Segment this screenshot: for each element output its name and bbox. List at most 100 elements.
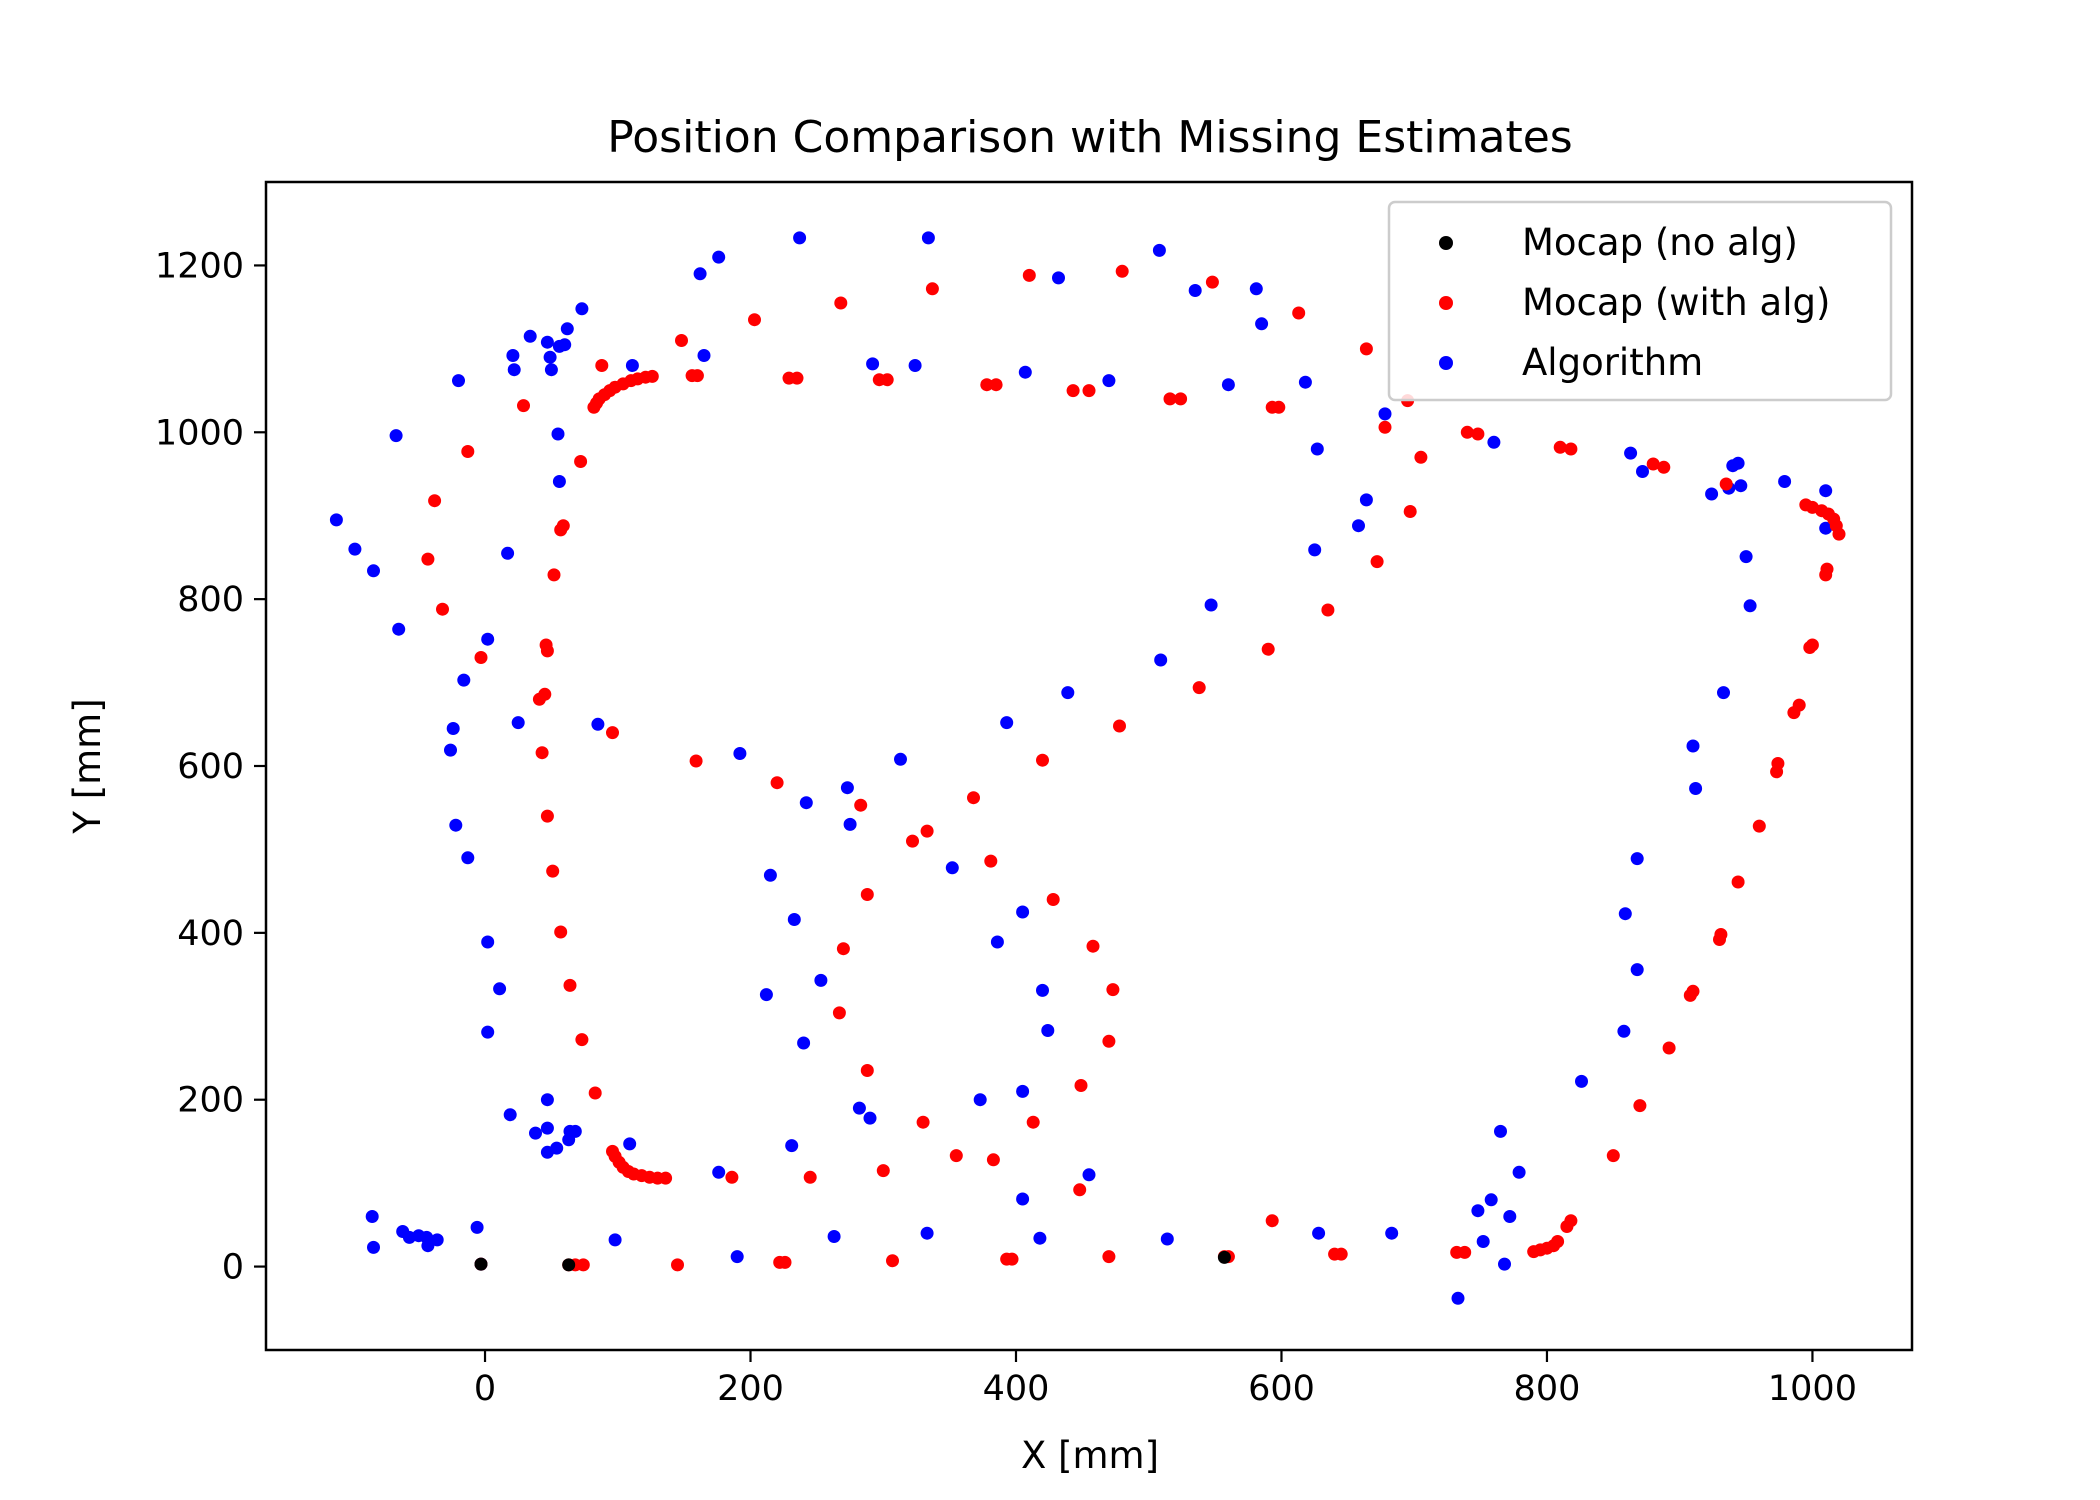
- data-point: [457, 673, 471, 687]
- y-tick-label: 600: [177, 747, 244, 787]
- data-point: [1154, 653, 1168, 667]
- data-point: [587, 400, 601, 414]
- data-point: [1617, 1024, 1631, 1038]
- data-point: [886, 1254, 899, 1268]
- data-point: [461, 445, 475, 458]
- data-point: [1074, 1079, 1088, 1092]
- data-point: [1052, 271, 1065, 285]
- data-point: [799, 796, 813, 810]
- data-point: [989, 378, 1003, 392]
- data-point: [1476, 1235, 1490, 1248]
- data-point: [854, 798, 868, 812]
- data-point: [562, 1258, 576, 1272]
- data-point: [671, 1258, 684, 1272]
- data-point: [1771, 757, 1785, 770]
- data-point: [1819, 484, 1833, 498]
- data-point: [1633, 1099, 1647, 1113]
- data-point: [1033, 1231, 1047, 1245]
- data-point: [540, 644, 554, 658]
- y-axis-label: Y [mm]: [66, 698, 109, 834]
- data-point: [540, 335, 554, 349]
- data-point: [540, 809, 554, 823]
- data-point: [367, 564, 380, 578]
- data-point: [1778, 475, 1792, 488]
- data-point: [1717, 686, 1730, 700]
- data-point: [1743, 599, 1757, 613]
- data-point: [474, 651, 488, 664]
- data-point: [1221, 378, 1235, 392]
- data-point: [1261, 642, 1275, 656]
- x-tick-label: 0: [474, 1369, 496, 1409]
- data-point: [1471, 427, 1485, 441]
- data-point: [1705, 487, 1719, 501]
- data-point: [1498, 1257, 1511, 1271]
- plot-frame: [264, 180, 1914, 1352]
- data-point: [517, 399, 530, 413]
- data-point: [894, 752, 907, 766]
- data-point: [949, 1149, 963, 1163]
- data-point: [547, 568, 561, 582]
- data-point: [481, 632, 495, 646]
- series-1-points: [421, 264, 1846, 1272]
- data-point: [1016, 1192, 1030, 1206]
- data-point: [1686, 984, 1700, 998]
- data-point: [725, 1170, 739, 1184]
- data-point: [770, 776, 784, 790]
- legend-box: [1387, 200, 1893, 402]
- data-point: [543, 350, 557, 364]
- data-point: [860, 888, 874, 901]
- data-point: [625, 359, 639, 372]
- data-point: [986, 1153, 1000, 1167]
- axis-ticks: 0 200 400 600 800 1000 0 200 400 600 800 1000 1200: [155, 246, 1857, 1409]
- data-point: [1451, 1291, 1465, 1305]
- data-point: [685, 369, 699, 383]
- x-tick-label: 1000: [1768, 1369, 1857, 1409]
- data-point: [449, 818, 463, 832]
- data-point: [474, 1257, 488, 1271]
- data-point: [1731, 875, 1745, 889]
- data-point: [860, 1064, 874, 1077]
- data-point: [778, 1255, 792, 1269]
- data-point: [1752, 819, 1766, 833]
- data-point: [1308, 543, 1322, 557]
- data-point: [1359, 342, 1373, 356]
- data-point: [1102, 1034, 1116, 1048]
- data-point: [1310, 442, 1324, 456]
- data-point: [1115, 264, 1129, 278]
- data-point: [1086, 939, 1100, 953]
- data-point: [759, 988, 773, 1002]
- data-point: [1292, 306, 1306, 320]
- x-axis-label: X [mm]: [1021, 1434, 1159, 1477]
- data-point: [1471, 1204, 1485, 1218]
- data-point: [1403, 505, 1417, 518]
- data-point: [1575, 1074, 1588, 1088]
- data-point: [748, 313, 761, 327]
- data-point: [863, 1111, 877, 1125]
- data-point: [1113, 719, 1126, 733]
- data-point: [1005, 1252, 1019, 1266]
- data-point: [551, 427, 565, 441]
- data-point: [1458, 1245, 1472, 1259]
- legend-label: Mocap (with alg): [1522, 281, 1830, 324]
- data-point: [623, 1137, 637, 1151]
- data-point: [529, 1126, 542, 1140]
- data-point: [782, 371, 796, 385]
- data-point: [1414, 450, 1428, 464]
- data-point: [558, 338, 572, 352]
- data-point: [906, 834, 919, 848]
- series-2-points: [329, 231, 1833, 1305]
- data-point: [675, 334, 688, 347]
- data-point: [367, 1240, 380, 1254]
- data-point: [908, 359, 922, 372]
- data-point: [552, 475, 566, 488]
- legend-label: Mocap (no alg): [1522, 221, 1798, 264]
- data-point: [1036, 753, 1049, 767]
- series-0-points: [474, 1250, 1231, 1272]
- data-point: [814, 973, 828, 987]
- data-point: [595, 359, 609, 372]
- data-point: [501, 546, 515, 560]
- data-point: [1378, 420, 1392, 434]
- data-point: [1082, 384, 1096, 398]
- data-point: [1512, 1165, 1526, 1179]
